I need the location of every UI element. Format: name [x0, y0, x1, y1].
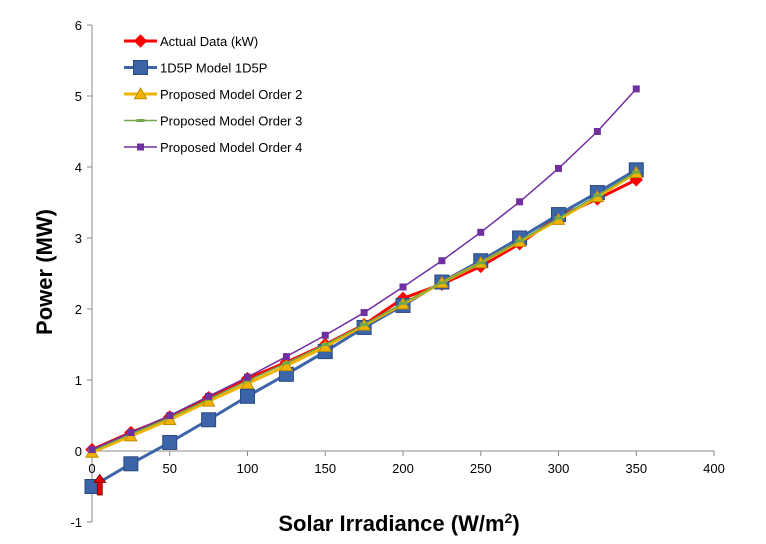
- data-point: [477, 228, 485, 236]
- series-5: [88, 85, 640, 454]
- data-point: [399, 283, 407, 291]
- data-point: [282, 361, 291, 365]
- data-point: [123, 456, 139, 472]
- x-axis-title: Solar Irradiance (W/m2): [278, 510, 519, 536]
- data-point: [438, 257, 446, 265]
- y-tick-label: 1: [75, 373, 82, 388]
- annotation-layer: [92, 473, 107, 496]
- data-point: [476, 261, 485, 265]
- data-point: [321, 331, 329, 339]
- data-point: [166, 412, 174, 419]
- y-tick-label: -1: [70, 515, 82, 530]
- y-tick-label: 0: [75, 444, 82, 459]
- data-point: [360, 309, 368, 317]
- y-tick-label: 4: [75, 160, 82, 175]
- y-tick-label: 3: [75, 231, 82, 246]
- legend-entry-4: Proposed Model Order 3: [124, 114, 302, 129]
- x-tick-label: 0: [88, 461, 95, 476]
- data-point: [515, 239, 524, 243]
- y-tick-label: 6: [75, 18, 82, 33]
- data-point: [127, 429, 135, 437]
- data-point: [133, 86, 148, 100]
- data-point: [137, 143, 144, 151]
- annotation-arrow: [92, 473, 107, 496]
- legend-entry-2: 1D5P Model 1D5P: [124, 60, 267, 76]
- data-point: [240, 388, 255, 404]
- data-point: [516, 198, 524, 206]
- x-tick-label: 150: [314, 461, 336, 476]
- x-tick-label: 300: [548, 461, 570, 476]
- data-point: [243, 379, 252, 383]
- data-point: [282, 353, 290, 361]
- data-point: [88, 446, 96, 454]
- legend-label: Actual Data (kW): [160, 34, 258, 49]
- x-tick-label: 400: [703, 461, 725, 476]
- y-tick-label: 2: [75, 302, 82, 317]
- data-point: [136, 119, 145, 122]
- x-axis-title-suffix: ): [512, 511, 519, 536]
- data-point: [162, 434, 178, 450]
- data-point: [554, 216, 563, 220]
- arrow-shaft: [96, 481, 103, 496]
- series-layer: [84, 85, 644, 494]
- legend-label: Proposed Model Order 2: [160, 87, 302, 102]
- data-point: [593, 193, 602, 197]
- data-point: [201, 412, 217, 428]
- data-point: [593, 128, 601, 135]
- data-point: [360, 323, 369, 327]
- y-tick-label: 5: [75, 89, 82, 104]
- legend-label: Proposed Model Order 4: [160, 140, 302, 155]
- x-tick-label: 50: [163, 461, 177, 476]
- data-point: [555, 164, 562, 172]
- legend-entry-5: Proposed Model Order 4: [124, 140, 302, 155]
- y-axis-title: Power (MW): [32, 209, 57, 335]
- data-point: [205, 392, 213, 400]
- data-point: [133, 60, 148, 75]
- legend-entry-3: Proposed Model Order 2: [124, 86, 302, 102]
- data-point: [279, 358, 294, 372]
- data-point: [399, 301, 407, 305]
- legend-entry-1: Actual Data (kW): [124, 34, 258, 49]
- data-point: [632, 85, 640, 93]
- data-point: [321, 343, 330, 346]
- x-tick-label: 350: [625, 461, 647, 476]
- legend: Actual Data (kW) 1D5P Model 1D5P Proposed …: [124, 34, 302, 155]
- data-point: [632, 170, 641, 174]
- legend-label: Proposed Model Order 3: [160, 114, 302, 129]
- x-tick-label: 200: [392, 461, 414, 476]
- x-axis-title-main: Solar Irradiance (W/m: [278, 511, 504, 536]
- legend-label: 1D5P Model 1D5P: [160, 61, 267, 76]
- axes-layer: -1 0 1 2 3 4 5 6 0 50 100 150 200 250 300 350 400: [70, 18, 724, 530]
- data-point: [244, 373, 251, 381]
- x-tick-label: 250: [470, 461, 492, 476]
- x-axis-title-superscript: 2: [505, 510, 513, 526]
- data-point: [133, 34, 148, 48]
- x-tick-label: 100: [237, 461, 259, 476]
- data-point: [437, 281, 446, 285]
- arrow-head: [92, 473, 107, 483]
